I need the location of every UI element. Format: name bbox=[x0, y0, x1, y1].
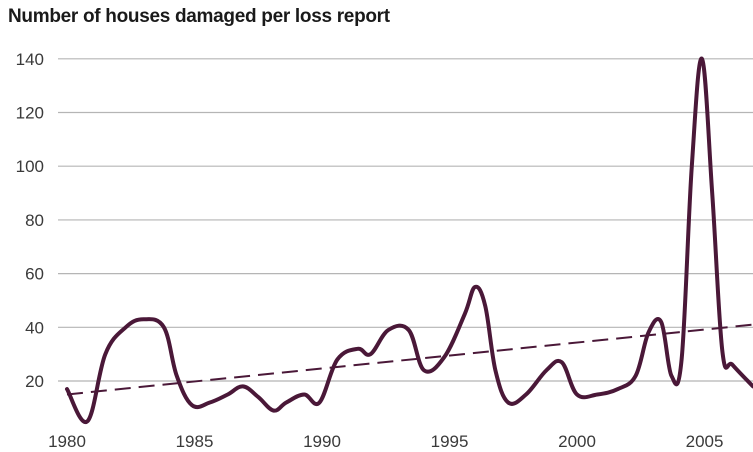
y-tick-label: 40 bbox=[25, 318, 44, 337]
y-tick-label: 140 bbox=[16, 50, 44, 69]
x-tick-label: 2005 bbox=[686, 432, 724, 451]
y-axis-tick-labels: 20 40 60 80 100 120 140 bbox=[16, 50, 44, 391]
y-tick-label: 80 bbox=[25, 211, 44, 230]
x-tick-label: 1990 bbox=[303, 432, 341, 451]
trend-line bbox=[66, 323, 753, 396]
y-tick-label: 60 bbox=[25, 265, 44, 284]
x-tick-label: 1980 bbox=[48, 432, 86, 451]
data-line bbox=[65, 56, 753, 424]
y-tick-label: 100 bbox=[16, 157, 44, 176]
x-tick-label: 1995 bbox=[431, 432, 469, 451]
x-tick-label: 1985 bbox=[176, 432, 214, 451]
x-tick-label: 2000 bbox=[558, 432, 596, 451]
series-lines bbox=[65, 56, 753, 424]
y-tick-label: 120 bbox=[16, 104, 44, 123]
y-tick-label: 20 bbox=[25, 372, 44, 391]
chart-title: Number of houses damaged per loss report bbox=[8, 6, 390, 27]
x-axis-tick-labels: 1980 1985 1990 1995 2000 2005 bbox=[48, 432, 723, 451]
